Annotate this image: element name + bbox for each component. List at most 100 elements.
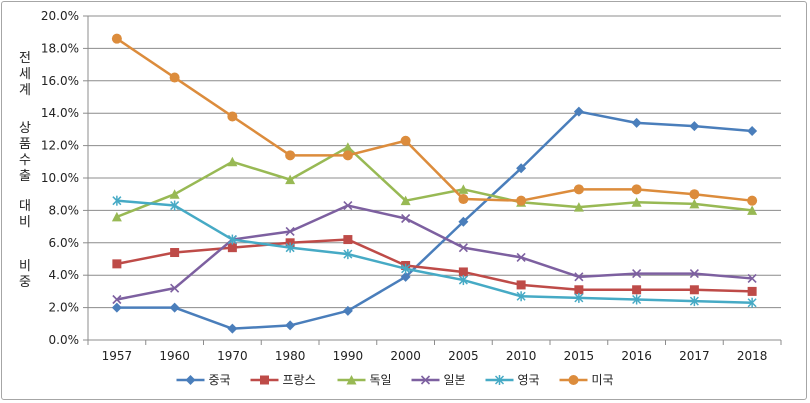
data-point	[458, 243, 468, 253]
data-point	[111, 302, 122, 313]
x-tick-label: 2010	[506, 349, 537, 363]
data-point	[169, 302, 180, 313]
data-point	[747, 286, 757, 296]
data-point	[170, 200, 180, 211]
data-point	[342, 305, 353, 316]
data-point	[227, 323, 238, 334]
data-point	[574, 292, 584, 303]
data-point	[516, 252, 526, 262]
data-point	[573, 106, 584, 117]
y-axis-label-char: 상	[19, 121, 31, 136]
data-point	[689, 269, 699, 279]
data-point	[632, 294, 642, 305]
series-1	[111, 106, 758, 334]
data-point	[631, 117, 642, 128]
x-tick-label: 2005	[448, 349, 479, 363]
data-point	[631, 184, 642, 195]
legend-marker	[420, 375, 431, 385]
series-4	[112, 200, 757, 305]
data-point	[747, 205, 758, 215]
legend-marker	[346, 375, 357, 385]
legend-marker	[568, 375, 579, 385]
x-tick-label: 1960	[159, 349, 190, 363]
data-point	[516, 195, 527, 206]
series-5	[112, 195, 757, 308]
y-tick-label: 0.0%	[49, 333, 80, 347]
x-tick-label: 1970	[217, 349, 248, 363]
data-point	[573, 184, 584, 195]
legend-marker	[185, 375, 196, 385]
x-tick-label: 2000	[390, 349, 421, 363]
data-point	[516, 280, 526, 290]
series-layer	[111, 33, 758, 334]
legend-marker	[494, 375, 505, 385]
data-point	[285, 320, 296, 331]
grid-lines	[88, 15, 781, 309]
legend: 중국 프랑스 독일 일본 영국 미국	[176, 373, 614, 387]
series-6	[111, 33, 758, 206]
y-tick-label: 18.0%	[41, 41, 79, 55]
legend-label: 영국	[518, 373, 540, 387]
data-point	[227, 243, 237, 253]
data-point	[689, 198, 700, 209]
data-point	[632, 269, 642, 279]
legend-label: 일본	[444, 373, 466, 387]
x-tick-label: 2018	[737, 349, 768, 363]
data-point	[400, 195, 411, 206]
data-point	[227, 111, 238, 122]
series-line	[116, 110, 753, 330]
y-axis-label-char: 수	[19, 153, 31, 168]
data-point	[111, 211, 122, 222]
data-point	[227, 156, 238, 167]
data-point	[747, 297, 757, 308]
series-line	[116, 37, 753, 202]
data-point	[170, 283, 180, 293]
data-point	[169, 189, 180, 199]
y-tick-label: 4.0%	[49, 268, 80, 282]
data-point	[458, 275, 468, 286]
data-point	[343, 249, 353, 260]
data-point	[747, 273, 757, 284]
y-axis-label-char: 출	[19, 169, 31, 184]
legend-label: 중국	[209, 373, 231, 387]
x-tick-label: 1957	[102, 349, 133, 363]
y-tick-label: 8.0%	[49, 203, 80, 217]
y-tick-label: 6.0%	[49, 236, 80, 250]
data-point	[458, 216, 469, 227]
data-point	[458, 184, 469, 194]
legend-label: 독일	[370, 373, 392, 387]
data-point	[169, 72, 180, 83]
data-point	[574, 272, 584, 282]
data-point	[401, 213, 411, 224]
axes: 0.0% 2.0% 4.0% 6.0% 8.0% 10.0% 12.0% 14.0% 16.0%…	[41, 9, 782, 363]
y-tick-label: 12.0%	[41, 139, 79, 153]
legend-item-6: 미국	[559, 373, 614, 387]
data-point	[400, 271, 411, 282]
data-point	[285, 242, 295, 253]
data-point	[573, 202, 584, 212]
series-3	[111, 142, 758, 222]
data-point	[343, 200, 353, 211]
legend-item-1: 중국	[176, 373, 231, 387]
data-point	[574, 285, 584, 295]
data-point	[401, 263, 411, 274]
data-point	[111, 33, 122, 44]
series-line	[116, 199, 753, 304]
y-axis-label-char: 대	[19, 199, 31, 214]
y-axis-label-char: 중	[19, 275, 31, 290]
data-point	[227, 234, 237, 245]
data-point	[458, 267, 468, 277]
data-point	[112, 259, 122, 269]
x-tick-label: 2017	[679, 349, 710, 363]
data-point	[285, 150, 296, 161]
data-point	[689, 296, 699, 307]
data-point	[516, 291, 526, 302]
data-point	[631, 197, 642, 207]
data-point	[400, 135, 411, 146]
legend-label: 미국	[592, 373, 614, 387]
data-point	[747, 126, 758, 137]
series-line	[116, 204, 753, 301]
data-point	[112, 294, 122, 305]
